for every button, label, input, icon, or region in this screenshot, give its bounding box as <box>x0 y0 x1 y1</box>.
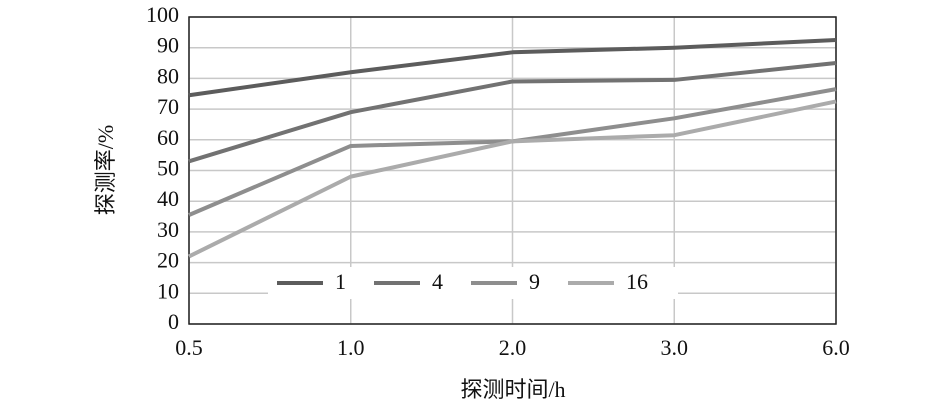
x-tick-label: 2.0 <box>499 335 527 360</box>
series-line <box>188 99 837 259</box>
x-axis-label: 探测时间/h <box>460 377 565 402</box>
y-tick-label: 70 <box>157 94 179 119</box>
series-line <box>188 38 837 98</box>
legend-label: 1 <box>335 269 346 294</box>
y-tick-label: 80 <box>157 63 179 88</box>
y-tick-label: 90 <box>157 33 179 58</box>
y-tick-label: 0 <box>168 309 179 334</box>
y-tick-label: 20 <box>157 248 179 273</box>
y-tick-label: 40 <box>157 186 179 211</box>
y-tick-label: 50 <box>157 156 179 181</box>
series-line <box>188 61 837 164</box>
legend-label: 9 <box>529 269 540 294</box>
y-tick-label: 10 <box>157 278 179 303</box>
legend-label: 4 <box>432 269 443 294</box>
y-tick-label: 30 <box>157 217 179 242</box>
x-tick-label: 3.0 <box>661 335 689 360</box>
y-axis-label: 探测率/% <box>93 125 118 215</box>
x-tick-label: 0.5 <box>175 335 203 360</box>
y-tick-label: 60 <box>157 125 179 150</box>
legend-label: 16 <box>626 269 648 294</box>
x-tick-label: 6.0 <box>822 335 850 360</box>
y-tick-label: 100 <box>146 2 179 27</box>
plot-frame <box>188 16 837 325</box>
x-tick-label: 1.0 <box>337 335 365 360</box>
